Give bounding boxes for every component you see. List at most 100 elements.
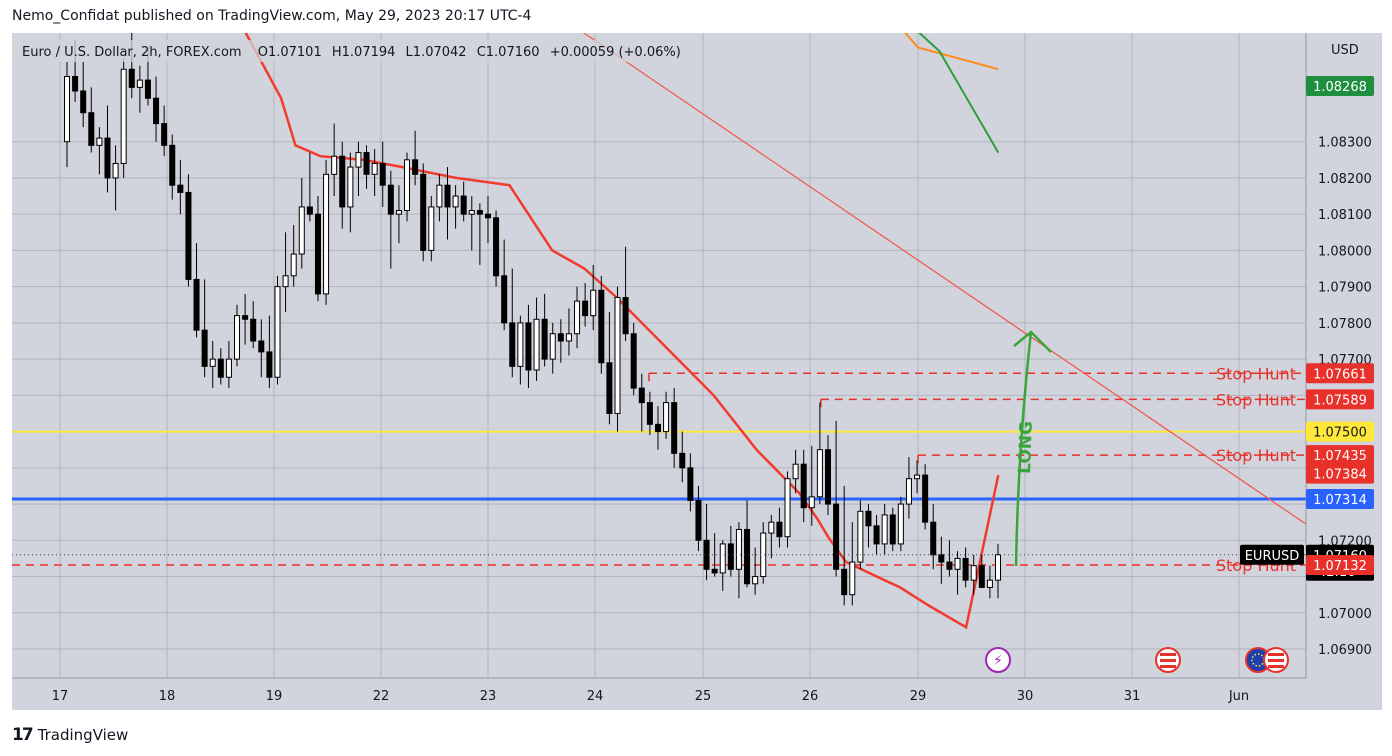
price-tag-bg-0 — [1306, 76, 1374, 96]
candlesticks — [12, 33, 1306, 606]
price-tick-4: 1.07900 — [1318, 281, 1372, 296]
candle-body-106 — [922, 474, 929, 523]
news-event-icon[interactable]: ⚡ — [985, 647, 1011, 673]
candle-body-88 — [776, 521, 783, 538]
candle-27 — [282, 232, 289, 313]
candle-5 — [104, 105, 111, 193]
candle-body-82 — [727, 543, 734, 570]
candle-body-39 — [379, 162, 386, 186]
candle-body-32 — [323, 173, 330, 295]
footer-brand[interactable]: 17 TradingView — [12, 725, 128, 745]
candle-body-51 — [476, 210, 483, 215]
candle-body-103 — [897, 503, 904, 545]
candle-body-107 — [930, 521, 937, 556]
price-tag-bg-3 — [1306, 421, 1374, 442]
candle-30 — [306, 152, 313, 222]
time-tick-11: Jun — [1228, 689, 1249, 704]
candle-78 — [695, 485, 702, 552]
time-tick-6: 25 — [695, 689, 712, 704]
candle-body-58 — [533, 318, 540, 371]
candle-body-68 — [614, 297, 621, 414]
candle-body-10 — [144, 79, 151, 99]
candle-body-81 — [719, 543, 726, 574]
descending-trendline — [582, 33, 1306, 525]
price-tag-blue-level-6: 1.07314 — [1306, 488, 1374, 509]
time-axis[interactable] — [12, 678, 1382, 710]
time-tick-0: 17 — [52, 689, 69, 704]
candle-body-8 — [128, 68, 135, 88]
candle-15 — [185, 174, 192, 287]
price-tag-value-6: 1.07314 — [1313, 493, 1367, 508]
time-tick-10: 31 — [1124, 689, 1141, 704]
gridlines — [12, 33, 1306, 678]
candle-112 — [970, 554, 977, 595]
candle-body-102 — [889, 514, 896, 545]
candle-body-70 — [630, 333, 637, 389]
candle-body-53 — [493, 217, 500, 277]
candle-body-108 — [938, 554, 945, 563]
candle-body-24 — [258, 340, 265, 353]
candle-body-4 — [96, 137, 103, 146]
candle-body-62 — [565, 333, 572, 342]
candle-body-3 — [88, 112, 95, 146]
candle-body-56 — [517, 322, 524, 367]
candle-51 — [476, 203, 483, 265]
candle-89 — [784, 471, 791, 548]
candle-body-78 — [695, 499, 702, 541]
price-tag-ema-red-5: 1.07384 — [1306, 463, 1374, 484]
candle-9 — [136, 65, 143, 113]
ema-green-line — [918, 33, 1000, 154]
price-tag-value-0: 1.08268 — [1313, 80, 1367, 95]
candle-body-80 — [711, 568, 718, 574]
candle-72 — [646, 391, 653, 436]
candle-body-49 — [460, 195, 467, 215]
candle-body-66 — [598, 289, 605, 364]
candle-115 — [994, 543, 1002, 599]
candle-50 — [468, 196, 475, 251]
legend-low-label: L — [406, 45, 414, 60]
candle-body-100 — [873, 525, 880, 545]
symbol-legend: Euro / U.S. Dollar, 2h, FOREX.com O1.071… — [12, 40, 681, 62]
legend-symbol: Euro / U.S. Dollar, 2h, FOREX.com — [22, 45, 242, 60]
candle-body-72 — [646, 402, 653, 425]
candle-53 — [493, 210, 500, 287]
candle-77 — [687, 453, 694, 512]
candle-107 — [930, 504, 937, 570]
price-tag-value-3: 1.07500 — [1313, 426, 1367, 441]
candle-4 — [96, 127, 103, 175]
candle-43 — [412, 130, 419, 186]
candle-113 — [978, 554, 985, 588]
candle-body-57 — [525, 322, 532, 371]
candle-body-109 — [946, 561, 953, 570]
candle-body-44 — [420, 173, 427, 251]
price-tag-value-1: 1.07661 — [1313, 367, 1367, 382]
candle-body-23 — [250, 318, 257, 342]
us-flag-event-icon[interactable] — [1155, 647, 1181, 673]
us-flag-event-icon-2[interactable] — [1263, 647, 1289, 673]
candle-body-37 — [363, 152, 370, 175]
price-tag-bg-8 — [1306, 554, 1374, 575]
candle-11 — [153, 76, 160, 142]
trendline-layer — [582, 33, 1306, 525]
candle-95 — [833, 420, 840, 577]
candle-body-61 — [557, 333, 564, 342]
candle-74 — [663, 391, 670, 439]
candle-body-104 — [905, 478, 912, 505]
candle-45 — [428, 196, 435, 262]
candle-body-7 — [120, 68, 127, 164]
candle-body-18 — [209, 358, 216, 367]
candle-68 — [614, 286, 621, 432]
candle-2 — [80, 61, 87, 128]
candle-59 — [541, 293, 548, 367]
candle-body-65 — [590, 289, 597, 317]
candle-body-25 — [266, 351, 273, 378]
candle-body-97 — [849, 561, 856, 596]
candle-60 — [549, 322, 556, 374]
candle-62 — [565, 308, 572, 356]
publisher-header: Nemo_Confidat published on TradingView.c… — [12, 8, 532, 24]
stop-hunt-2: Stop Hunt — [917, 446, 1306, 465]
price-tag-bg-5 — [1306, 463, 1374, 484]
candle-109 — [946, 540, 953, 577]
candle-55 — [509, 268, 516, 378]
